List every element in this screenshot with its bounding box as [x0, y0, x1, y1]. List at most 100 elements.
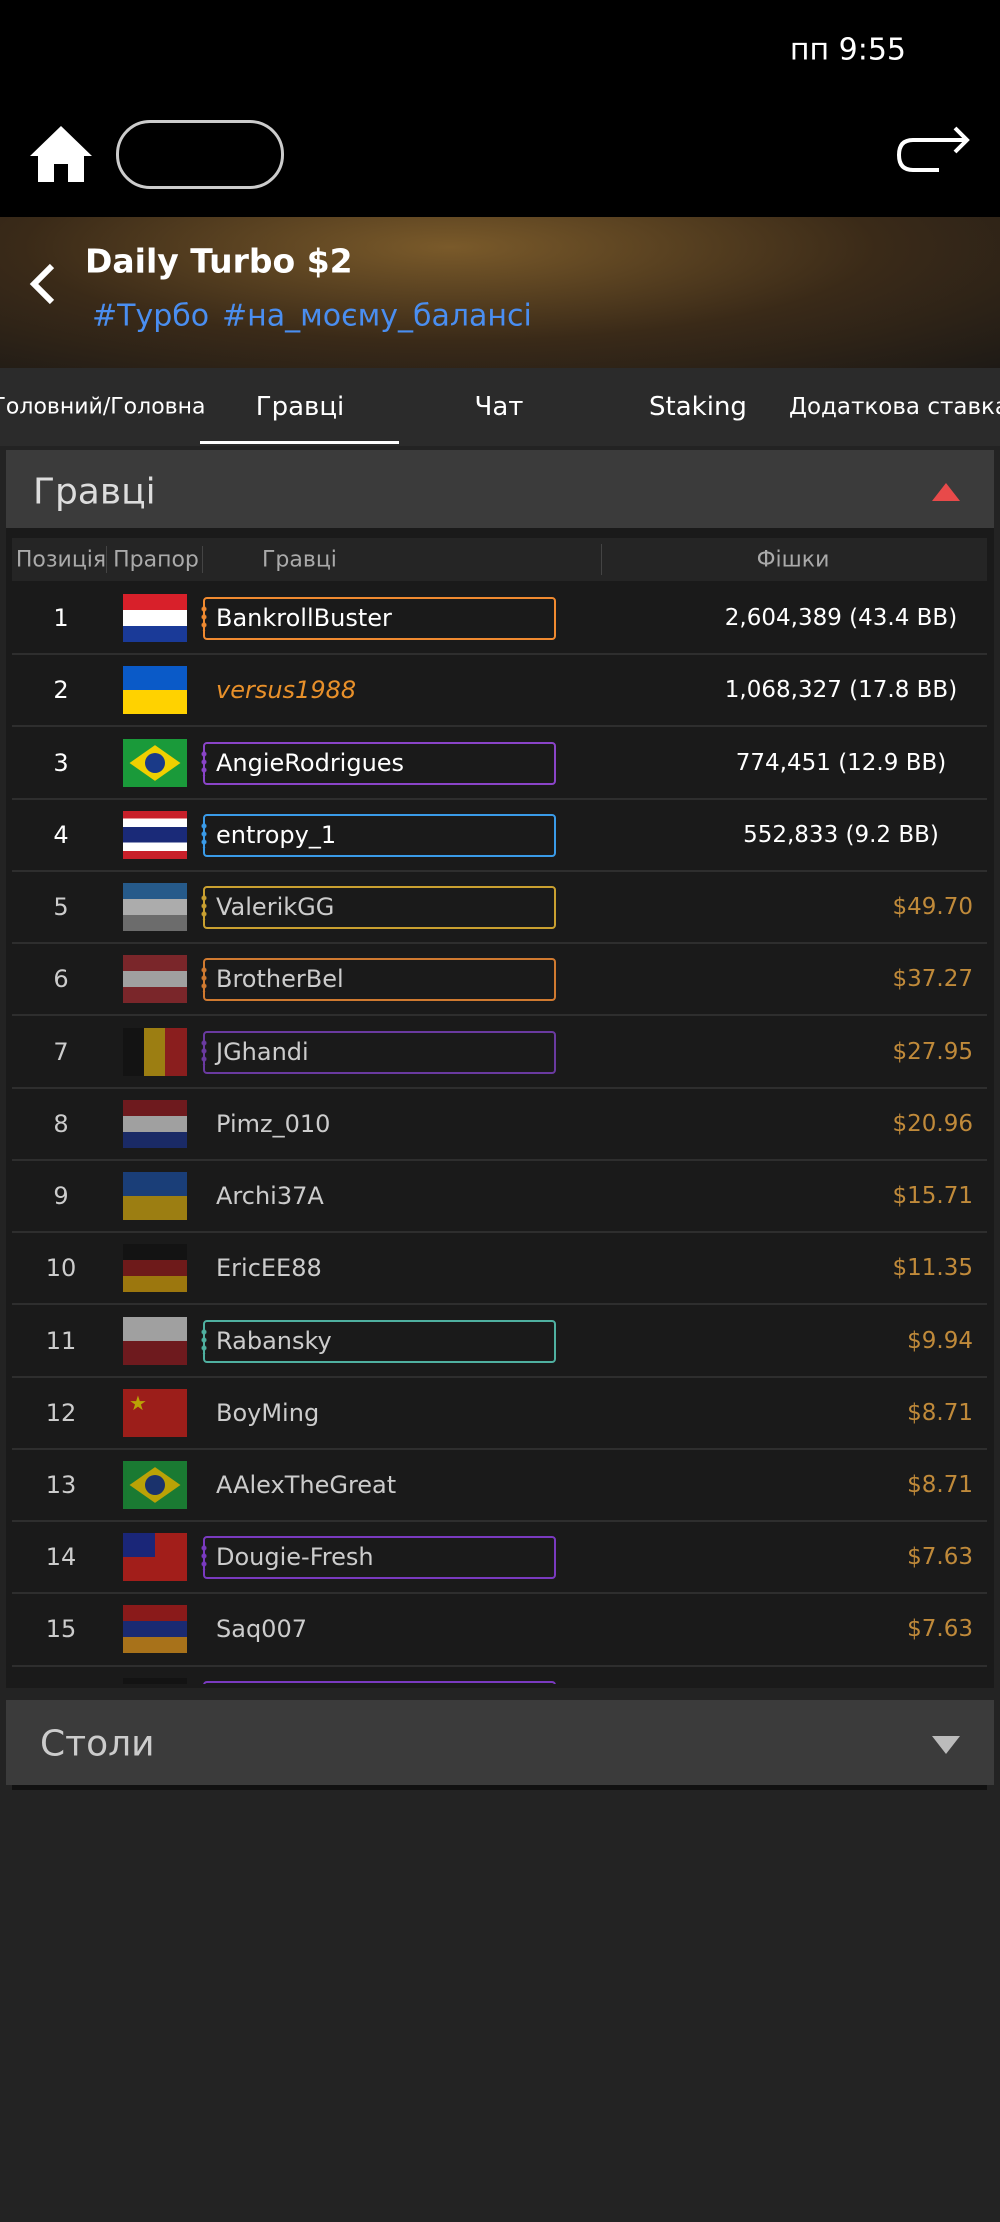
player-name[interactable]: BoyMing	[216, 1398, 320, 1427]
row-divider	[12, 1520, 987, 1523]
tab-bar	[0, 368, 1000, 446]
tab[interactable]: Головний/Головна	[0, 394, 206, 420]
row-divider	[12, 869, 987, 872]
column-header	[12, 538, 987, 581]
chips: $8.71	[907, 1472, 973, 1498]
row-divider	[12, 725, 987, 728]
player-name[interactable]: Archi37A	[216, 1182, 324, 1211]
player-name[interactable]: BankrollBuster	[216, 604, 392, 633]
position: 9	[53, 1182, 69, 1211]
chips: 552,833 (9.2 BB)	[743, 821, 939, 848]
flag	[123, 1099, 187, 1148]
row-divider	[12, 1664, 987, 1667]
player-name[interactable]: AngieRodrigues	[216, 748, 405, 777]
top-bar	[0, 0, 1000, 217]
chips: $7.63	[907, 1544, 973, 1571]
player-name[interactable]: Dougie-Fresh	[216, 1543, 374, 1572]
clock: пп 9:55	[789, 32, 906, 68]
row-divider	[12, 1014, 987, 1017]
rows: 1 BankrollBuster 2,604,389 (43.4 BB) 2 versu…	[12, 594, 987, 1684]
tag[interactable]: #на_моєму_балансі	[222, 298, 532, 334]
flag	[123, 955, 187, 1004]
flag	[123, 1244, 187, 1293]
player-name[interactable]: Saq007	[216, 1615, 307, 1644]
row-divider	[12, 1231, 987, 1234]
divider	[202, 546, 203, 573]
section-header[interactable]	[6, 450, 994, 528]
position: 13	[45, 1471, 77, 1499]
chips: $15.71	[892, 1183, 973, 1210]
name-badge	[203, 1680, 556, 1684]
position: 15	[45, 1615, 77, 1644]
player-name[interactable]: EricEE88	[216, 1254, 322, 1283]
flag: ★	[123, 1388, 187, 1437]
flag	[123, 1316, 187, 1365]
flag	[123, 1172, 187, 1221]
player-name[interactable]: Pimz_010	[216, 1109, 331, 1138]
player-name[interactable]: AAlexTheGreat	[216, 1471, 397, 1499]
flag	[123, 1677, 187, 1684]
column-label: Позиція	[15, 547, 107, 573]
tab[interactable]: Staking	[649, 392, 747, 422]
badge-dots	[201, 966, 207, 993]
chips: $49.70	[892, 894, 973, 921]
name-badge	[201, 597, 556, 641]
tag[interactable]: #Турбо	[92, 298, 210, 334]
position: 14	[45, 1543, 77, 1572]
row-divider	[12, 1303, 987, 1306]
name-badge	[201, 741, 556, 785]
expand-icon[interactable]	[931, 1734, 961, 1756]
position: 3	[53, 748, 69, 777]
flag	[123, 666, 187, 715]
section-title: Столи	[40, 1723, 155, 1765]
chips: $9.94	[907, 1327, 973, 1354]
player-name[interactable]: versus1988	[216, 676, 357, 705]
flag	[123, 883, 187, 932]
player-name[interactable]: JGhandi	[216, 1037, 309, 1066]
row-divider	[12, 1158, 987, 1161]
position: 6	[53, 965, 69, 994]
chips: 774,451 (12.9 BB)	[735, 749, 947, 776]
position: 10	[45, 1254, 77, 1283]
tables-header[interactable]	[6, 1700, 994, 1785]
tab[interactable]: Чат	[474, 392, 524, 422]
name-badge	[201, 958, 556, 1002]
name-badge	[201, 813, 556, 857]
badge-dots	[201, 894, 207, 921]
name-badge	[201, 1536, 556, 1580]
home-button[interactable]	[28, 124, 94, 184]
flag-circle	[145, 752, 165, 773]
column-label: Фішки	[756, 547, 830, 573]
pill-button[interactable]	[116, 120, 284, 189]
title: Daily Turbo $2	[85, 241, 353, 281]
position: 4	[53, 820, 69, 849]
name-badge	[201, 1319, 556, 1363]
header-banner	[0, 217, 1000, 368]
name-badge	[201, 886, 556, 930]
flag	[123, 1461, 187, 1509]
tab[interactable]: Додаткова ставка	[788, 394, 1000, 420]
chips: 1,068,327 (17.8 BB)	[724, 677, 958, 704]
flag-canton	[123, 1533, 155, 1558]
tab[interactable]: Гравці	[255, 392, 345, 422]
row-divider	[12, 797, 987, 800]
share-button[interactable]	[895, 124, 971, 174]
row-divider	[12, 942, 987, 945]
player-name[interactable]: Rabansky	[216, 1326, 332, 1355]
position: 7	[53, 1037, 69, 1066]
badge-dots	[201, 1038, 207, 1065]
column-label: Гравці	[262, 547, 337, 573]
chips: $37.27	[892, 966, 973, 993]
collapse-icon[interactable]	[931, 481, 961, 503]
back-button[interactable]	[26, 262, 58, 306]
position: 11	[45, 1326, 77, 1355]
player-name[interactable]: ValerikGG	[216, 893, 335, 922]
player-name[interactable]: BrotherBel	[216, 965, 344, 994]
badge-dots	[201, 821, 207, 848]
flag-circle	[145, 1475, 165, 1495]
flag	[123, 810, 187, 859]
player-name[interactable]: entropy_1	[216, 820, 337, 849]
divider	[601, 544, 602, 575]
row-divider	[12, 653, 987, 656]
